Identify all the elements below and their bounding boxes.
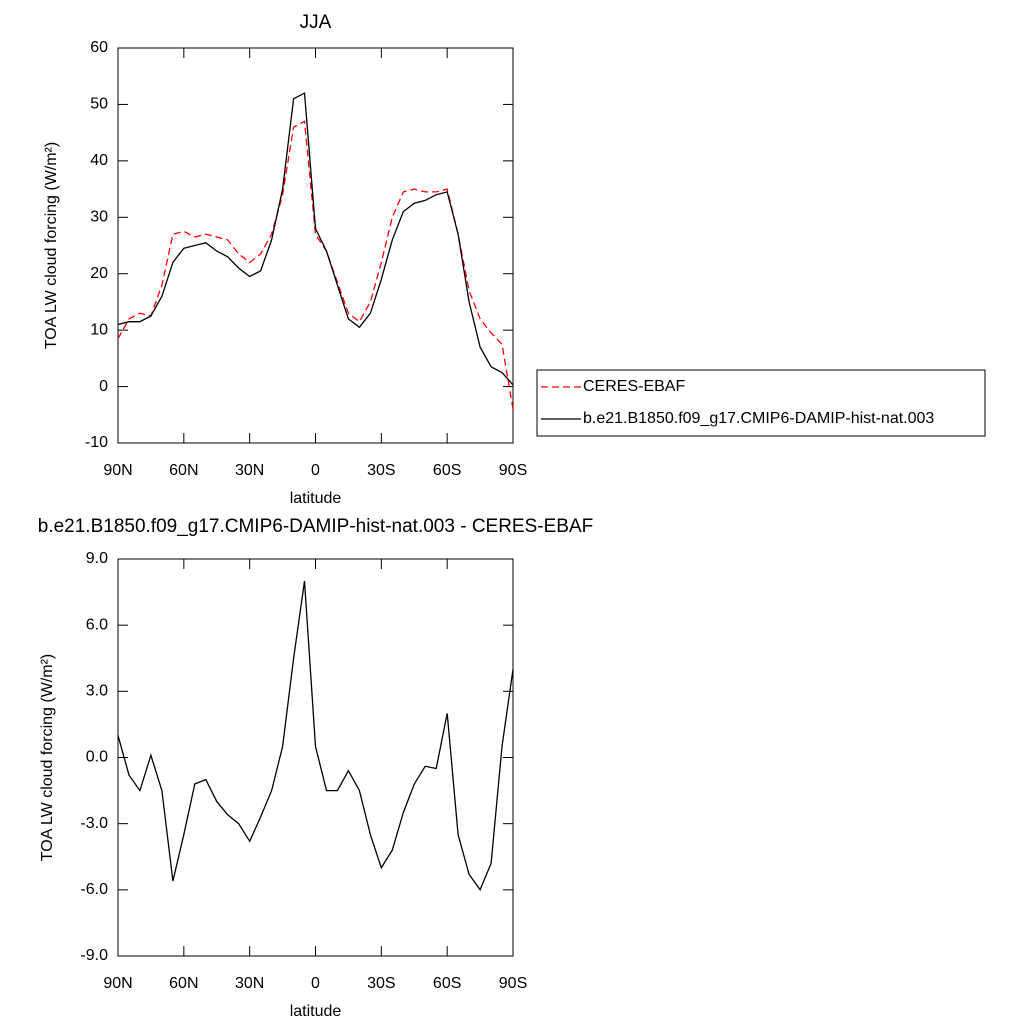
x-tick-label: 30S <box>367 975 395 992</box>
y-axis-label: TOA LW cloud forcing (W/m²) <box>43 142 60 349</box>
legend-frame <box>536 369 986 437</box>
legend-label: b.e21.B1850.f09_g17.CMIP6-DAMIP-hist-nat… <box>583 410 934 427</box>
x-tick-label: 30N <box>235 462 264 479</box>
y-tick-label: -9.0 <box>80 947 108 964</box>
y-tick-label: 0.0 <box>86 749 108 766</box>
y-tick-label: 3.0 <box>86 683 108 700</box>
legend-label: CERES-EBAF <box>583 378 685 395</box>
y-tick-label: -3.0 <box>80 815 108 832</box>
y-tick-label: -10 <box>85 434 108 451</box>
data-line <box>117 581 514 892</box>
chart-title: JJA <box>300 12 332 33</box>
y-tick-label: 60 <box>90 39 108 56</box>
x-axis-label: latitude <box>290 1003 342 1020</box>
x-tick-label: 90S <box>499 462 527 479</box>
y-tick-label: -6.0 <box>80 881 108 898</box>
x-tick-label: 0 <box>311 462 320 479</box>
x-tick-label: 90N <box>103 975 132 992</box>
x-tick-label: 30S <box>367 462 395 479</box>
y-tick-label: 9.0 <box>86 550 108 567</box>
y-tick-label: 30 <box>90 209 108 226</box>
x-tick-label: 60S <box>433 462 461 479</box>
x-tick-label: 90S <box>499 975 527 992</box>
y-tick-label: 50 <box>90 96 108 113</box>
data-line <box>117 92 514 386</box>
x-tick-label: 60N <box>169 975 198 992</box>
data-line <box>117 120 514 410</box>
y-tick-label: 10 <box>90 321 108 338</box>
x-tick-label: 60N <box>169 462 198 479</box>
x-tick-label: 30N <box>235 975 264 992</box>
x-tick-label: 0 <box>311 975 320 992</box>
y-tick-label: 0 <box>99 378 108 395</box>
legend: CERES-EBAF b.e21.B1850.f09_g17.CMIP6-DAMI… <box>536 369 986 437</box>
y-tick-label: 6.0 <box>86 616 108 633</box>
y-tick-label: 40 <box>90 152 108 169</box>
y-tick-label: 20 <box>90 265 108 282</box>
chart-title: b.e21.B1850.f09_g17.CMIP6-DAMIP-hist-nat… <box>38 516 593 537</box>
x-tick-label: 60S <box>433 975 461 992</box>
x-axis-label: latitude <box>290 490 342 507</box>
plot-frame <box>117 47 514 444</box>
y-axis-label: TOA LW cloud forcing (W/m²) <box>39 654 56 861</box>
plot-frame <box>117 558 514 957</box>
x-tick-label: 90N <box>103 462 132 479</box>
